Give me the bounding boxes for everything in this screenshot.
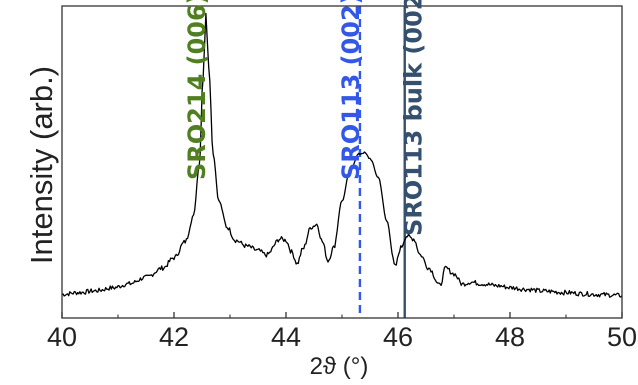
x-tick-label: 50 <box>607 322 637 352</box>
reference-lines <box>358 6 406 318</box>
x-tick-label: 40 <box>47 322 77 352</box>
xrd-trace <box>61 12 623 298</box>
x-tick-label: 44 <box>271 322 301 352</box>
x-axis-label: 2ϑ (°) <box>310 353 369 380</box>
x-ticks: 40 42 44 46 48 50 <box>47 312 637 352</box>
plot-area <box>62 6 622 318</box>
x-tick-label: 46 <box>383 322 413 352</box>
series-line <box>61 12 623 298</box>
annotation-label-3: SRO113 bulk (002) <box>400 0 428 236</box>
x-tick-label: 42 <box>159 322 189 352</box>
plot-background <box>62 6 622 318</box>
annotation-label-1: SRO214 (006) <box>183 0 211 180</box>
annotation-label-2: SRO113 (002) <box>337 0 365 180</box>
annotations: SRO214 (006) SRO113 (002) SRO113 bulk (002… <box>183 0 428 236</box>
y-axis-label: Intensity (arb.) <box>24 66 59 264</box>
x-tick-label: 48 <box>495 322 525 352</box>
